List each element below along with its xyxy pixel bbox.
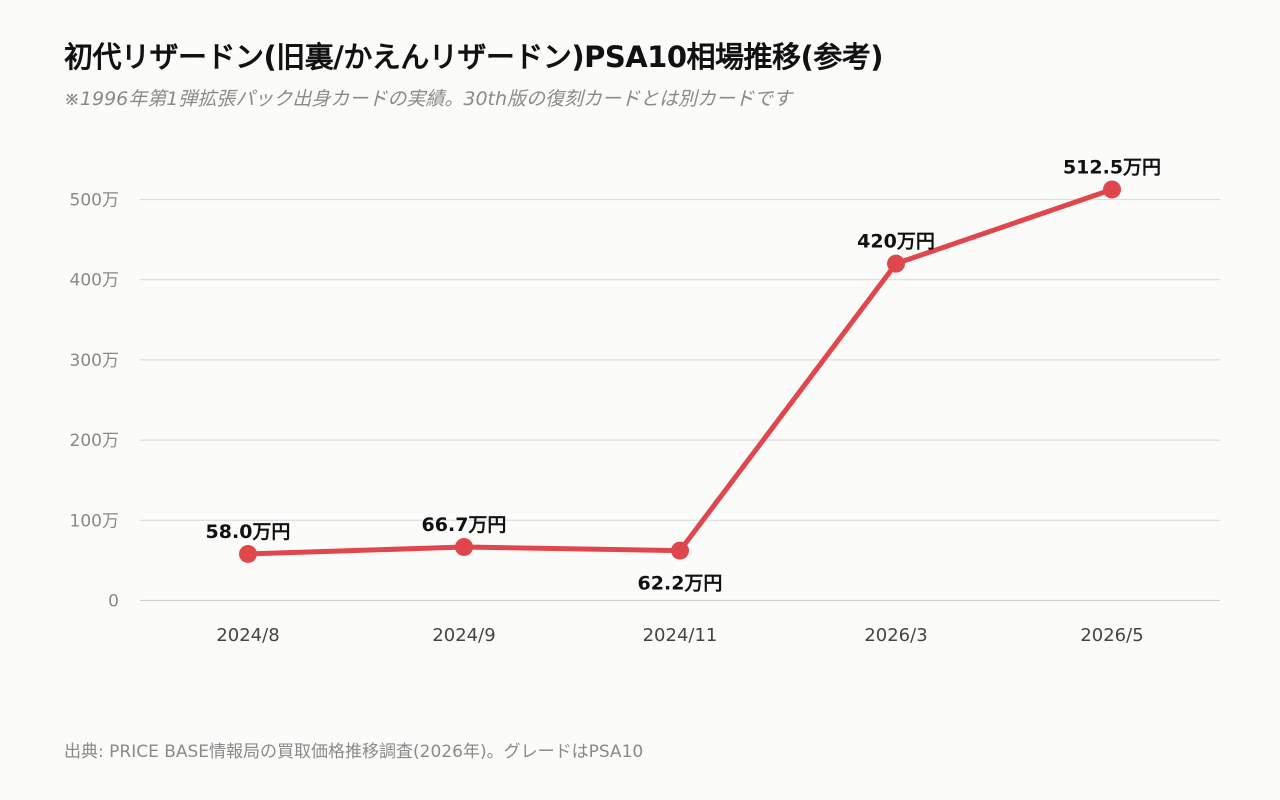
data-points	[239, 180, 1121, 563]
x-tick-label: 2024/8	[216, 625, 279, 646]
data-point	[239, 544, 257, 563]
y-tick-label: 400万	[70, 271, 119, 291]
data-point	[1103, 180, 1121, 199]
y-tick-label: 500万	[70, 191, 119, 211]
chart-subtitle: ※1996年第1弾拡張パック出身カードの実績。30th版の復刻カードとは別カード…	[64, 88, 793, 110]
series-line-path	[245, 186, 1115, 557]
series-line	[245, 186, 1115, 557]
data-labels: 58.0万円 66.7万円 62.2万円 420万円 512.5万円	[206, 156, 1162, 594]
y-tick-label: 100万	[70, 511, 119, 531]
data-label: 58.0万円	[206, 521, 291, 543]
data-label: 66.7万円	[422, 514, 507, 536]
x-tick-label: 2024/11	[643, 625, 718, 646]
gridlines	[140, 198, 1220, 602]
data-label: 420万円	[857, 231, 935, 253]
data-point	[455, 538, 473, 557]
x-tick-label: 2026/3	[864, 625, 927, 646]
x-tick-label: 2026/5	[1080, 625, 1143, 646]
data-label: 512.5万円	[1063, 156, 1161, 178]
x-axis: 2024/8 2024/9 2024/11 2026/3 2026/5	[216, 625, 1143, 646]
data-point	[887, 254, 905, 273]
data-label: 62.2万円	[638, 573, 723, 595]
x-tick-label: 2024/9	[432, 625, 495, 646]
y-tick-label: 200万	[70, 431, 119, 451]
chart-title: 初代リザードン(旧裏/かえんリザードン)PSA10相場推移(参考)	[64, 40, 884, 74]
source-note: 出典: PRICE BASE情報局の買取価格推移調査(2026年)。グレードはP…	[64, 742, 644, 762]
y-axis: 0 100万 200万 300万 400万 500万	[70, 191, 119, 612]
y-tick-label: 0	[108, 592, 119, 612]
y-tick-label: 300万	[70, 351, 119, 371]
data-point	[671, 541, 689, 560]
